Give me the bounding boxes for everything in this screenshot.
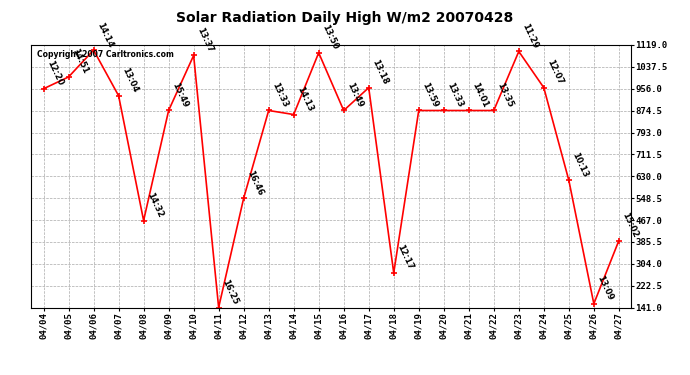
Text: 13:35: 13:35 [495, 81, 515, 109]
Text: 13:49: 13:49 [345, 81, 364, 109]
Text: 13:33: 13:33 [270, 81, 289, 109]
Text: 14:14: 14:14 [95, 21, 115, 49]
Text: 15:49: 15:49 [170, 81, 190, 109]
Text: 16:46: 16:46 [245, 169, 264, 197]
Text: 16:25: 16:25 [220, 278, 239, 306]
Text: Copyright 2007 Carltronics.com: Copyright 2007 Carltronics.com [37, 50, 174, 59]
Text: 12:17: 12:17 [395, 243, 415, 272]
Text: 14:13: 14:13 [295, 85, 315, 113]
Text: 13:09: 13:09 [595, 274, 615, 302]
Text: 13:50: 13:50 [320, 24, 339, 51]
Text: 14:51: 14:51 [70, 47, 90, 75]
Text: 14:01: 14:01 [470, 81, 490, 109]
Text: 13:59: 13:59 [420, 81, 440, 109]
Text: 13:37: 13:37 [195, 26, 215, 54]
Text: 12:20: 12:20 [45, 59, 64, 87]
Text: 15:02: 15:02 [620, 211, 640, 239]
Text: 10:13: 10:13 [570, 151, 590, 179]
Text: 13:04: 13:04 [120, 66, 139, 94]
Text: 13:18: 13:18 [370, 58, 390, 86]
Text: 11:29: 11:29 [520, 22, 540, 50]
Text: 12:07: 12:07 [545, 58, 564, 86]
Text: 14:32: 14:32 [145, 191, 164, 219]
Text: Solar Radiation Daily High W/m2 20070428: Solar Radiation Daily High W/m2 20070428 [177, 11, 513, 25]
Text: 13:33: 13:33 [445, 81, 464, 109]
